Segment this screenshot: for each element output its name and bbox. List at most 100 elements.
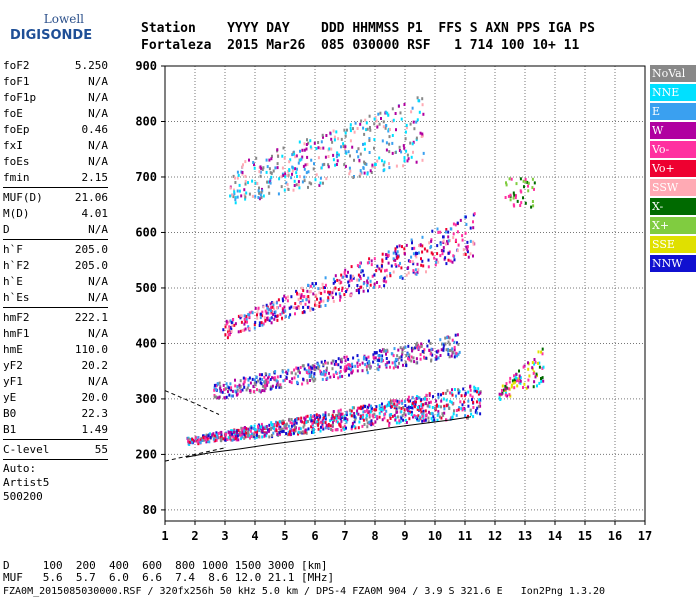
echo-point	[271, 376, 273, 380]
echo-point	[368, 420, 371, 424]
echo-point	[412, 415, 414, 419]
echo-point	[324, 359, 326, 363]
echo-point	[423, 419, 426, 423]
echo-point	[281, 370, 284, 374]
echo-point	[342, 416, 345, 420]
echo-point	[305, 298, 308, 302]
param-value: N/A	[88, 91, 108, 104]
echo-point	[375, 269, 378, 273]
echo-point	[508, 393, 511, 397]
echo-point	[289, 428, 292, 432]
echo-point	[228, 331, 231, 335]
echo-point	[268, 427, 271, 431]
echo-point	[523, 382, 526, 386]
echo-point	[373, 117, 376, 121]
echo-point	[446, 242, 449, 246]
echo-point	[439, 338, 442, 342]
param-value: 110.0	[74, 343, 108, 356]
echo-point	[284, 296, 287, 300]
echo-point	[248, 315, 251, 319]
echo-point	[265, 434, 268, 438]
echo-point	[522, 179, 525, 183]
echo-point	[361, 424, 364, 428]
echo-point	[423, 355, 425, 359]
echo-point	[239, 433, 242, 437]
echo-point	[216, 436, 219, 440]
echo-point	[275, 301, 278, 305]
echo-point	[335, 360, 337, 363]
echo-point	[439, 354, 442, 357]
echo-point	[410, 355, 413, 359]
echo-point	[335, 417, 338, 420]
echo-point	[315, 147, 318, 151]
param-value: 55	[94, 443, 108, 456]
param-name: yF2	[3, 359, 23, 372]
echo-point	[330, 417, 333, 421]
echo-point	[469, 393, 472, 397]
echo-point	[384, 269, 386, 273]
echo-point	[446, 240, 448, 244]
x-tick-label: 10	[428, 529, 442, 543]
echo-point	[338, 153, 340, 157]
echo-point	[315, 173, 318, 177]
echo-point	[227, 333, 230, 337]
echo-point	[407, 399, 410, 403]
echo-point	[438, 415, 441, 419]
echo-point	[335, 419, 338, 423]
echo-point	[362, 410, 365, 414]
echo-point	[459, 400, 462, 404]
echo-point	[451, 393, 454, 397]
echo-point	[294, 302, 297, 306]
echo-point	[361, 361, 364, 365]
echo-point	[224, 438, 227, 442]
echo-point	[421, 419, 424, 423]
echo-point	[336, 420, 339, 424]
echo-point	[306, 381, 309, 385]
echo-point	[389, 365, 391, 369]
param-name: fxI	[3, 139, 23, 152]
echo-point	[417, 343, 420, 347]
echo-point	[437, 260, 440, 264]
echo-point	[380, 409, 383, 413]
echo-point	[220, 439, 223, 443]
echo-point	[243, 426, 246, 429]
echo-point	[394, 363, 397, 367]
echo-point	[418, 396, 421, 400]
echo-point	[381, 266, 384, 270]
echo-point	[541, 366, 544, 370]
echo-point	[297, 161, 300, 165]
echo-point	[283, 305, 286, 309]
echo-point	[291, 153, 294, 157]
echo-point	[257, 196, 260, 199]
echo-point	[398, 361, 400, 365]
echo-point	[456, 230, 459, 234]
echo-point	[533, 358, 536, 361]
echo-point	[307, 363, 310, 367]
echo-point	[293, 184, 296, 187]
echo-point	[370, 404, 372, 408]
echo-point	[326, 376, 329, 380]
echo-point	[282, 379, 285, 383]
echo-point	[243, 314, 246, 318]
echo-point	[301, 180, 304, 184]
echo-point	[353, 158, 355, 162]
echo-point	[344, 268, 347, 272]
echo-point	[299, 302, 302, 306]
echo-point	[303, 175, 306, 179]
param-name: MUF(D)	[3, 191, 43, 204]
echo-point	[327, 413, 330, 417]
param-divider	[3, 307, 108, 308]
echo-point	[422, 264, 425, 268]
echo-point	[391, 151, 394, 155]
echo-point	[384, 126, 387, 130]
echo-point	[423, 247, 426, 251]
echo-point	[234, 436, 237, 440]
echo-point	[297, 183, 300, 187]
echo-point	[390, 264, 393, 268]
echo-point	[290, 176, 293, 180]
echo-point	[466, 416, 469, 420]
echo-point	[265, 427, 268, 430]
echo-point	[421, 235, 424, 239]
echo-point	[472, 400, 475, 404]
d-muf-table: D 100 200 400 600 800 1000 1500 3000 [km…	[3, 560, 334, 584]
